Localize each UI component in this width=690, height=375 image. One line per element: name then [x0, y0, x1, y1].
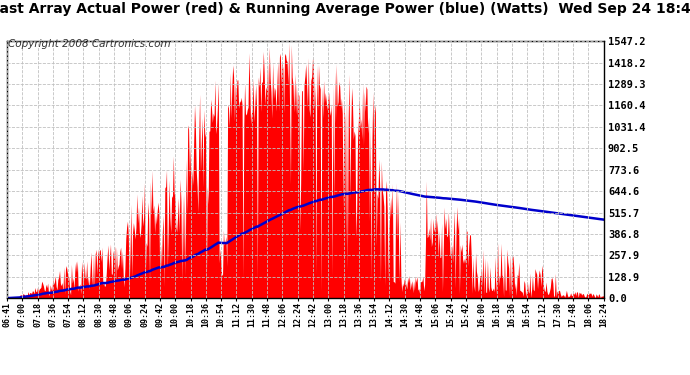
- Text: East Array Actual Power (red) & Running Average Power (blue) (Watts)  Wed Sep 24: East Array Actual Power (red) & Running …: [0, 2, 690, 16]
- Text: Copyright 2008 Cartronics.com: Copyright 2008 Cartronics.com: [8, 39, 171, 50]
